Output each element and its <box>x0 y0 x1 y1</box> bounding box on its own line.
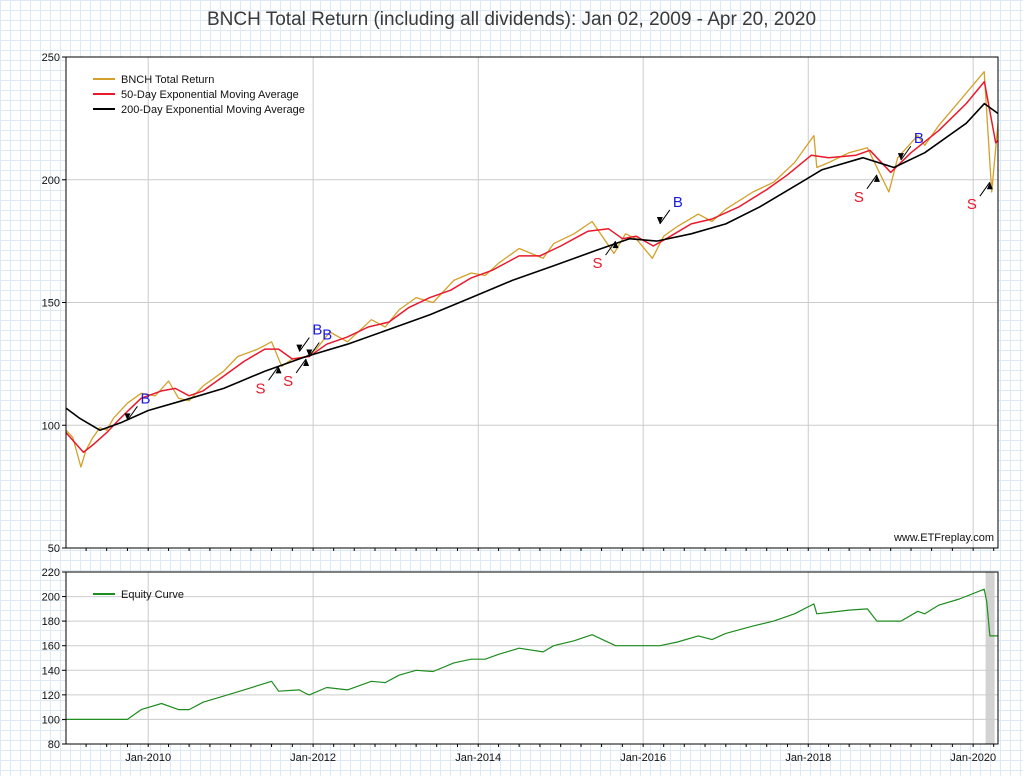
x-tick-label: Jan-2016 <box>620 752 666 764</box>
buy-signal-label: B <box>140 390 150 407</box>
sell-signal-label: S <box>967 196 977 213</box>
buy-signal-label: B <box>312 322 322 339</box>
y-tick-label: 100 <box>42 714 60 726</box>
x-tick-label: Jan-2012 <box>290 752 336 764</box>
series-line <box>65 80 999 454</box>
legend-label: 200-Day Exponential Moving Average <box>121 104 305 116</box>
y-tick-label: 200 <box>42 592 60 604</box>
signal-leader <box>866 174 878 190</box>
signal-arrow <box>306 349 313 357</box>
signal-arrow <box>275 366 282 374</box>
signal-leader <box>127 406 138 421</box>
y-tick-label: 150 <box>42 298 60 310</box>
shaded-range <box>985 572 995 744</box>
signal-leader <box>268 366 279 381</box>
y-tick-label: 100 <box>42 420 60 432</box>
y-tick-label: 160 <box>42 641 60 653</box>
legend-label: Equity Curve <box>121 589 184 601</box>
signal-arrow <box>656 216 663 224</box>
y-tick-label: 80 <box>48 739 60 751</box>
signal-arrow <box>873 174 880 182</box>
legend: Equity Curve <box>93 589 184 601</box>
x-tick-label: Jan-2020 <box>950 752 996 764</box>
signal-arrow <box>303 358 310 366</box>
sell-signal-label: S <box>283 373 293 390</box>
price-panel: 50 100 150 200 250 B S B S B S B S B S BNCH Total Retur… <box>42 52 999 555</box>
signal-leader <box>605 240 616 256</box>
signal-leader <box>308 342 320 357</box>
sell-signal-label: S <box>256 380 266 397</box>
signal-leader <box>295 358 307 374</box>
y-tick-label: 120 <box>42 690 60 702</box>
series-line <box>66 588 998 720</box>
plot-frame <box>65 571 999 745</box>
series-line <box>65 102 999 431</box>
signal-leader <box>659 209 671 225</box>
legend-label: BNCH Total Return <box>121 74 214 86</box>
y-tick-label: 250 <box>42 52 60 64</box>
y-tick-label: 50 <box>48 543 60 555</box>
plot-frame <box>65 56 999 549</box>
plot-background <box>66 572 998 744</box>
y-tick-label: 200 <box>42 175 60 187</box>
signal-leader <box>979 181 991 197</box>
y-tick-label: 140 <box>42 665 60 677</box>
y-tick-label: 220 <box>42 567 60 579</box>
signal-leader <box>298 337 310 352</box>
signal-arrow <box>897 153 904 161</box>
x-tick-label: Jan-2018 <box>785 752 831 764</box>
y-tick-label: 180 <box>42 616 60 628</box>
signal-arrow <box>986 182 993 190</box>
chart-title: BNCH Total Return (including all dividen… <box>206 9 817 30</box>
sell-signal-label: S <box>854 189 864 206</box>
signal-arrow <box>612 241 619 249</box>
signal-arrow <box>296 344 303 352</box>
equity-panel: 80 100 120 140 160 180 200 220 Jan-2010 Jan-2012 J… <box>42 567 999 764</box>
legend-label: 50-Day Exponential Moving Average <box>121 89 299 101</box>
signal-arrow <box>124 413 131 421</box>
sell-signal-label: S <box>593 255 603 272</box>
legend: BNCH Total Return 50-Day Exponential Movi… <box>93 74 305 116</box>
buy-signal-label: B <box>914 130 924 147</box>
x-tick-label: Jan-2014 <box>455 752 501 764</box>
signal-leader <box>900 145 912 161</box>
buy-signal-label: B <box>673 194 683 211</box>
x-tick-label: Jan-2010 <box>125 752 171 764</box>
watermark: www.ETFreplay.com <box>893 532 994 544</box>
series-line <box>65 71 999 468</box>
buy-signal-label: B <box>322 327 332 344</box>
